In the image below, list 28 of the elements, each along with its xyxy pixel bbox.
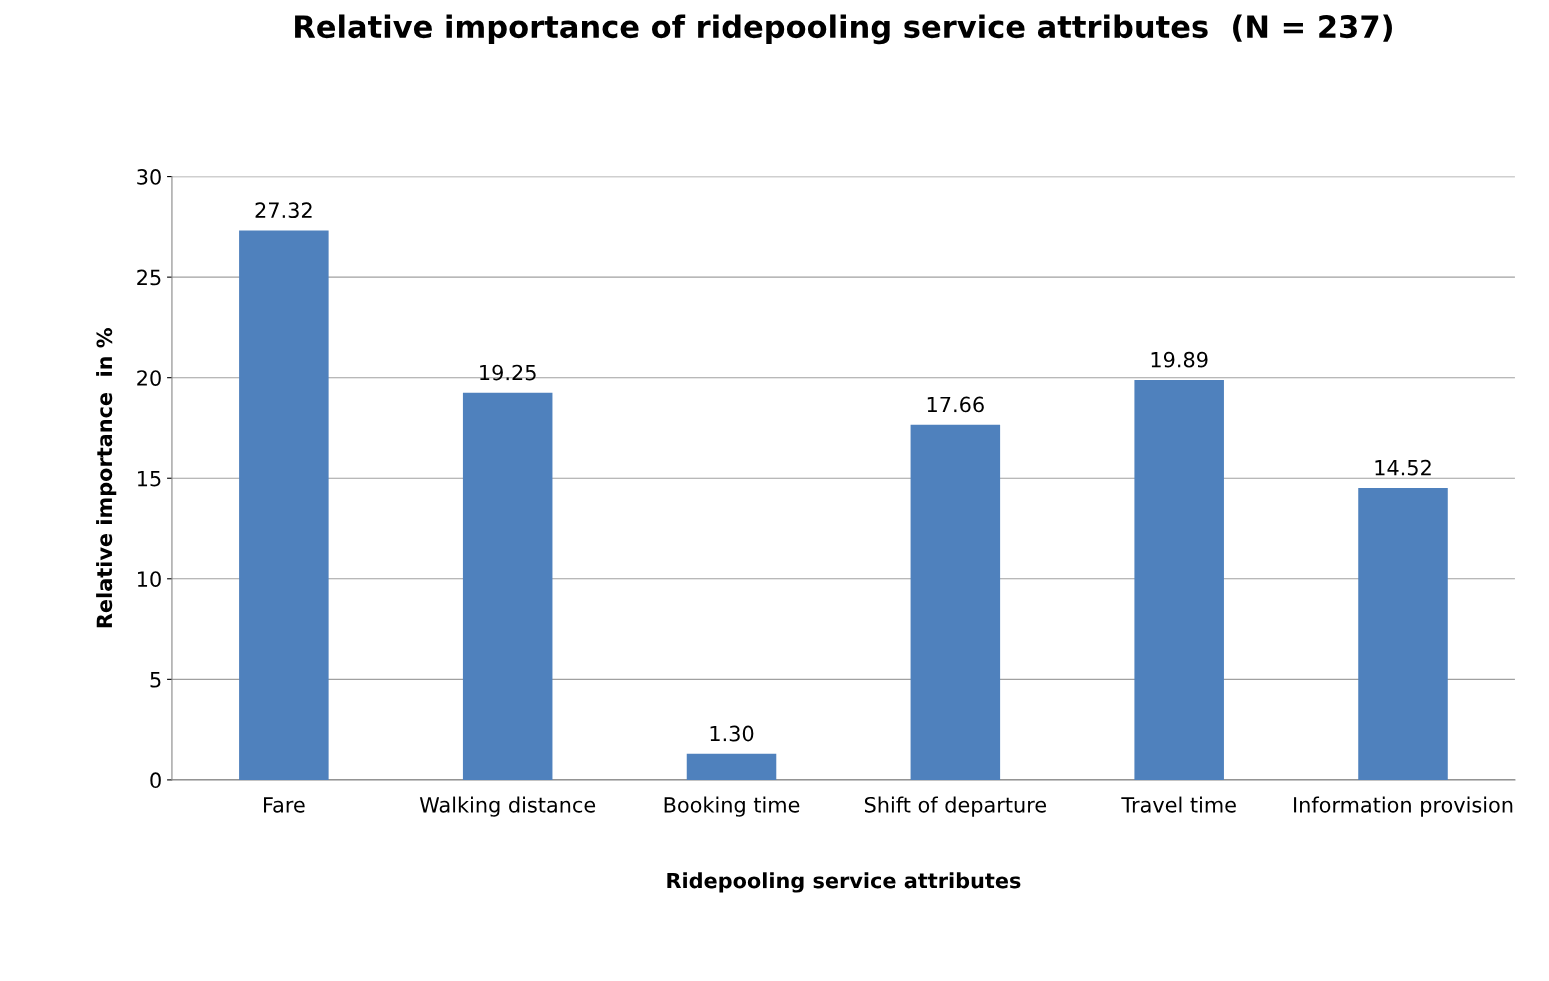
y-tick-label: 30 [137, 169, 161, 185]
bar [686, 753, 777, 780]
bar [239, 230, 329, 780]
data-label: 27.32 [255, 202, 312, 219]
x-axis-title: Ridepooling service attributes [667, 872, 1021, 893]
x-tick-label: Fare [264, 797, 305, 813]
y-tick-label: 0 [150, 772, 161, 789]
bar [1358, 487, 1448, 780]
x-tick-label: Booking time [664, 796, 800, 817]
data-label: 19.25 [480, 364, 536, 381]
data-label: 1.30 [710, 725, 754, 742]
data-label: 14.52 [1375, 459, 1431, 476]
chart-title: Relative importance of ridepooling service attributes (N = 237) [295, 14, 1392, 45]
y-axis-title: Relative importance in % [96, 328, 117, 628]
bar [1134, 379, 1224, 780]
y-tick-label: 10 [137, 571, 161, 587]
y-tick-label: 15 [137, 470, 161, 487]
y-tick-label: 20 [137, 370, 161, 386]
x-tick-label: Walking distance [419, 796, 596, 817]
bar [462, 392, 553, 780]
y-tick-label: 25 [137, 269, 161, 286]
data-label: 17.66 [927, 396, 984, 413]
data-label: 19.89 [1151, 351, 1208, 368]
x-tick-label: Shift of departure [864, 796, 1047, 817]
y-tick-label: 5 [150, 672, 161, 688]
x-tick-label: Travel time [1121, 796, 1236, 813]
bar [910, 424, 1001, 780]
x-tick-label: Information provision [1294, 796, 1513, 817]
